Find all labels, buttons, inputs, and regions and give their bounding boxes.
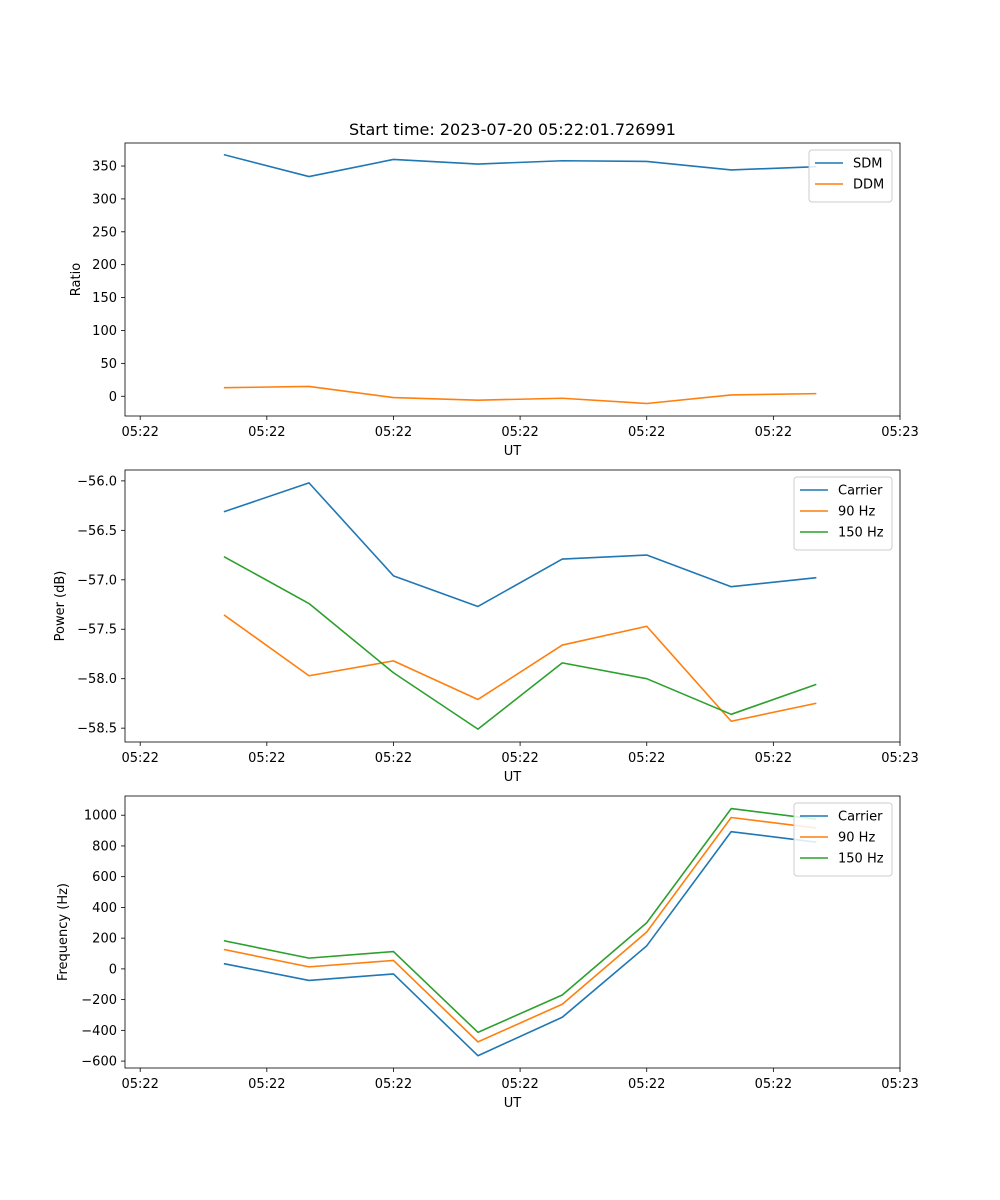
x-tick-label: 05:22 [755, 1077, 792, 1092]
x-tick-label: 05:22 [755, 425, 792, 440]
x-tick-label: 05:22 [375, 1077, 412, 1092]
x-tick-label: 05:23 [881, 1077, 918, 1092]
y-tick-label: 50 [100, 357, 117, 372]
x-axis-label: UT [504, 444, 522, 459]
x-tick-label: 05:22 [121, 1077, 158, 1092]
legend-label: 150 Hz [838, 526, 884, 541]
chart-title: Start time: 2023-07-20 05:22:01.726991 [349, 120, 676, 139]
legend-label: 90 Hz [838, 505, 875, 520]
x-tick-label: 05:22 [121, 425, 158, 440]
legend: SDM DDM [808, 149, 893, 203]
legend: Carrier 90 Hz 150 Hz [793, 476, 893, 551]
x-tick-label: 05:22 [248, 425, 285, 440]
x-tick-label: 05:22 [628, 751, 665, 766]
y-tick-label: 200 [92, 932, 117, 947]
series-line-carrier [223, 830, 817, 1057]
y-tick-label: 800 [92, 839, 117, 854]
legend-label: Carrier [838, 484, 883, 499]
x-tick-label: 05:22 [121, 751, 158, 766]
y-tick-label: 0 [109, 390, 117, 405]
plot-frame [124, 795, 901, 1069]
y-axis-label: Ratio [69, 263, 84, 296]
y-tick-label: 350 [92, 160, 117, 175]
y-tick-label: −58.5 [77, 722, 117, 737]
x-tick-label: 05:22 [755, 751, 792, 766]
y-tick-label: 200 [92, 258, 117, 273]
legend-label: Carrier [838, 810, 883, 825]
y-tick-label: 400 [92, 901, 117, 916]
legend-label: DDM [853, 178, 884, 193]
y-tick-label: 150 [92, 291, 117, 306]
plot-frame [124, 142, 901, 417]
x-tick-label: 05:22 [501, 751, 538, 766]
series-line-sdm [223, 153, 817, 178]
x-tick-label: 05:22 [628, 425, 665, 440]
y-tick-label: 100 [92, 324, 117, 339]
chart-panel-2: 05:22 05:22 05:22 05:22 05:22 05:22 05:23 −58.5… [53, 469, 919, 785]
y-tick-label: 250 [92, 225, 117, 240]
y-tick-label: −57.0 [77, 573, 117, 588]
legend-label: SDM [853, 157, 882, 172]
y-tick-label: −56.5 [77, 524, 117, 539]
series-line-ddm [223, 385, 817, 405]
y-tick-label: 300 [92, 192, 117, 207]
series-line-150-hz [223, 807, 817, 1034]
x-tick-label: 05:22 [248, 1077, 285, 1092]
x-axis-label: UT [504, 770, 522, 785]
x-tick-label: 05:23 [881, 425, 918, 440]
x-axis-label: UT [504, 1096, 522, 1111]
y-tick-label: −400 [81, 1024, 117, 1039]
x-tick-label: 05:22 [375, 425, 412, 440]
chart-panel-1: Start time: 2023-07-20 05:22:01.72699105… [69, 120, 919, 459]
x-tick-label: 05:22 [628, 1077, 665, 1092]
y-tick-label: −57.5 [77, 623, 117, 638]
series-line-carrier [223, 482, 817, 608]
y-tick-label: 600 [92, 870, 117, 885]
y-axis-label: Power (dB) [53, 571, 68, 642]
legend-label: 150 Hz [838, 852, 884, 867]
series-line-90-hz [223, 614, 817, 723]
legend: Carrier 90 Hz 150 Hz [793, 802, 893, 877]
y-tick-label: 0 [109, 962, 117, 977]
x-tick-label: 05:22 [501, 1077, 538, 1092]
chart-panel-3: 05:22 05:22 05:22 05:22 05:22 05:22 05:23 −600 −… [56, 795, 919, 1111]
y-tick-label: −56.0 [77, 474, 117, 489]
x-tick-label: 05:23 [881, 751, 918, 766]
y-tick-label: 1000 [84, 809, 117, 824]
series-line-90-hz [223, 816, 817, 1043]
plot-frame [124, 469, 901, 743]
y-tick-label: −600 [81, 1055, 117, 1070]
x-tick-label: 05:22 [375, 751, 412, 766]
legend-label: 90 Hz [838, 831, 875, 846]
y-tick-label: −200 [81, 993, 117, 1008]
x-tick-label: 05:22 [501, 425, 538, 440]
y-axis-label: Frequency (Hz) [56, 883, 71, 981]
x-tick-label: 05:22 [248, 751, 285, 766]
y-tick-label: −58.0 [77, 672, 117, 687]
series-line-150-hz [223, 555, 817, 730]
